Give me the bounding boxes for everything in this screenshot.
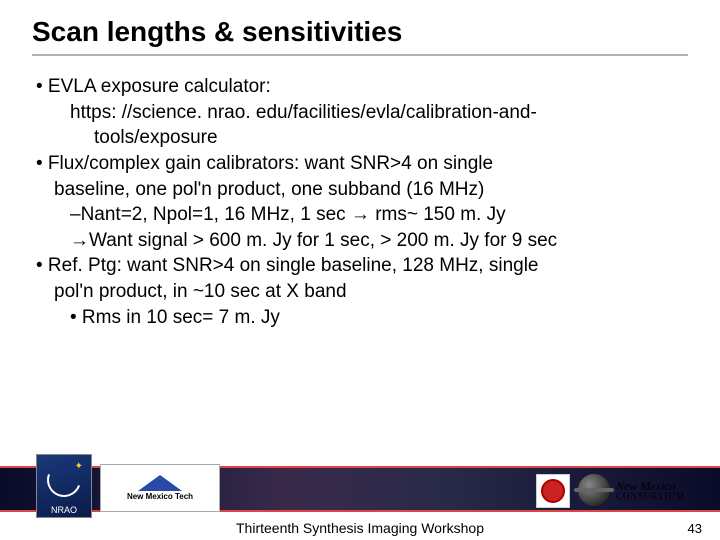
- bullet-2: • Flux/complex gain calibrators: want SN…: [36, 151, 684, 177]
- nrao-label: NRAO: [51, 505, 77, 515]
- bullet-3-cont: pol'n product, in ~10 sec at X band: [36, 279, 684, 305]
- bullet-1: • EVLA exposure calculator:: [36, 74, 684, 100]
- bullet-2-sub-a: –Nant=2, Npol=1, 16 MHz, 1 sec → rms~ 15…: [36, 202, 684, 228]
- seal-icon: [541, 479, 565, 503]
- page-number: 43: [688, 521, 702, 536]
- nmc-logo: New Mexico CONSORTIUM: [578, 470, 708, 510]
- bullet-3-sub: • Rms in 10 sec= 7 m. Jy: [36, 305, 684, 331]
- bullet-1-url-b: tools/exposure: [36, 125, 684, 151]
- nrao-logo: ✦ NRAO: [36, 454, 92, 518]
- globe-icon: [578, 474, 610, 506]
- bullet-3: • Ref. Ptg: want SNR>4 on single baselin…: [36, 253, 684, 279]
- mountain-icon: [138, 475, 182, 491]
- nmt-logo: New Mexico Tech: [100, 464, 220, 512]
- nmt-label: New Mexico Tech: [127, 493, 193, 501]
- bullet-1-url-a: https: //science. nrao. edu/facilities/e…: [36, 100, 684, 126]
- nmc-label: New Mexico CONSORTIUM: [616, 480, 685, 501]
- unm-logo: [536, 474, 570, 508]
- footer-text: Thirteenth Synthesis Imaging Workshop: [0, 520, 720, 536]
- nmc-line2: CONSORTIUM: [616, 492, 685, 501]
- nmc-line1: New Mexico: [616, 480, 685, 492]
- slide: Scan lengths & sensitivities • EVLA expo…: [0, 0, 720, 540]
- bullet-2-cont: baseline, one pol'n product, one subband…: [36, 177, 684, 203]
- bullet-2-sub-b: →Want signal > 600 m. Jy for 1 sec, > 20…: [36, 228, 684, 254]
- slide-body: • EVLA exposure calculator: https: //sci…: [0, 56, 720, 330]
- slide-title: Scan lengths & sensitivities: [0, 0, 720, 54]
